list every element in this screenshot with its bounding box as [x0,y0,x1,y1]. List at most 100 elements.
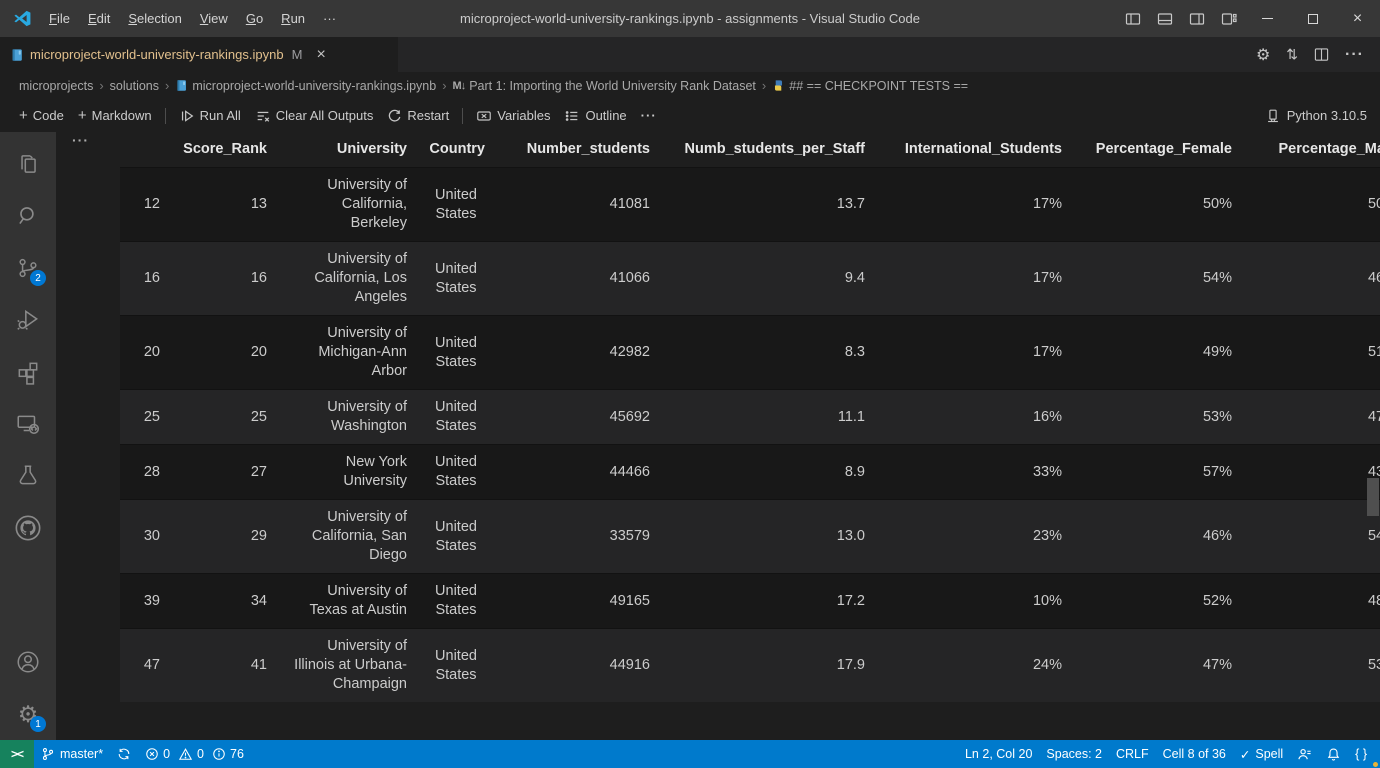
table-cell: 23% [1032,528,1062,544]
table-row: 25 25 University of Washington United State… [120,389,1380,445]
table-cell: 46% [1367,270,1380,286]
table-cell: 49% [1202,344,1232,360]
breadcrumb-file[interactable]: microproject-world-university-rankings.i… [175,79,436,93]
compare-changes-icon[interactable]: ⇅ [1286,46,1299,62]
github-icon[interactable] [0,502,56,554]
language-braces-item[interactable]: { } [1348,740,1378,768]
restart-kernel-button[interactable]: Restart [380,104,456,127]
breadcrumb-code-cell[interactable]: ## == CHECKPOINT TESTS == [772,79,968,93]
account-icon[interactable] [0,636,56,688]
run-all-button[interactable]: Run All [172,104,248,128]
table-cell: 17.9 [836,657,865,673]
menu-file[interactable]: File [49,11,70,26]
spell-check-item[interactable]: ✓ Spell [1239,747,1284,762]
source-control-icon[interactable]: 2 [0,242,56,294]
cell-more-actions-icon[interactable]: ··· [72,132,89,148]
variables-button[interactable]: Variables [469,104,557,128]
toggle-secondary-sidebar-icon[interactable] [1181,0,1213,37]
table-row: 12 13 University of California, Berkeley Un… [120,167,1380,242]
table-cell: 50% [1202,196,1232,212]
testing-icon[interactable] [0,450,56,502]
status-bar: >< master* 0 0 76 Ln [0,740,1380,768]
outline-button[interactable]: Outline [557,104,633,128]
menu-overflow[interactable]: ··· [323,11,337,26]
column-header: University [336,141,407,157]
error-icon [145,747,159,761]
table-cell: New York University [343,454,407,489]
eol-item[interactable]: CRLF [1116,747,1149,761]
table-cell: 47% [1202,657,1232,673]
source-control-badge: 2 [30,270,46,286]
toggle-primary-sidebar-icon[interactable] [1117,0,1149,37]
table-cell: 47 [143,657,160,673]
remote-indicator[interactable]: >< [0,740,35,768]
toolbar-more-icon[interactable]: ··· [640,108,657,123]
menu-selection[interactable]: Selection [128,11,182,26]
add-markdown-cell-button[interactable]: + Markdown [77,107,152,124]
close-window-button[interactable]: × [1352,9,1363,27]
clear-all-outputs-button[interactable]: Clear All Outputs [248,104,381,128]
customize-layout-icon[interactable] [1213,0,1245,37]
cursor-position-item[interactable]: Ln 2, Col 20 [964,747,1033,761]
breadcrumb-folder[interactable]: solutions [109,78,160,93]
feedback-item[interactable] [1290,740,1319,768]
split-editor-icon[interactable] [1314,47,1329,62]
tab-close-icon[interactable]: × [316,45,326,63]
menu-run[interactable]: Run [281,11,306,26]
tab-notebook[interactable]: microproject-world-university-rankings.i… [0,37,398,72]
breadcrumb-markdown-section[interactable]: M↓ Part 1: Importing the World Universit… [453,79,756,93]
toggle-panel-icon[interactable] [1149,0,1181,37]
column-header: Number_students [526,141,650,157]
info-icon [212,747,226,761]
explorer-icon[interactable] [0,138,56,190]
column-header: Percentage_Male [1278,141,1380,157]
git-branch-item[interactable]: master* [34,740,110,768]
vertical-scrollbar-thumb[interactable] [1367,478,1379,516]
table-cell: 8.3 [844,344,865,360]
problems-item[interactable]: 0 0 76 [138,740,251,768]
vscode-logo-icon [13,9,32,28]
menu-view[interactable]: View [199,11,228,26]
braces-icon: { } [1355,747,1367,761]
menu-go[interactable]: Go [245,11,264,26]
extensions-icon[interactable] [0,346,56,398]
tab-modified-badge: M [291,47,303,62]
indentation-item[interactable]: Spaces: 2 [1046,747,1102,761]
remote-explorer-icon[interactable] [0,398,56,450]
minimize-button[interactable] [1245,0,1290,37]
run-all-icon [179,108,195,124]
table-cell: 8.9 [844,463,865,480]
notebook-file-icon [10,48,24,62]
table-cell: 46% [1202,528,1232,544]
search-icon[interactable] [0,190,56,242]
column-header: Score_Rank [183,141,267,157]
more-actions-icon[interactable]: ··· [1345,45,1364,63]
run-and-debug-icon[interactable] [0,294,56,346]
kernel-picker[interactable]: Python 3.10.5 [1265,108,1380,124]
table-cell: 25 [143,408,160,425]
menu-bar: File Edit Selection View Go Run ··· [40,7,345,30]
clear-outputs-icon [255,108,271,124]
plus-icon: + [77,107,87,124]
settings-gear-icon[interactable]: ⚙ 1 [0,688,56,740]
breadcrumb-separator: › [99,78,104,93]
table-row: 47 41 University of Illinois at Urbana-Cha… [120,628,1380,702]
plus-icon: + [19,107,28,124]
bell-icon [1326,747,1341,762]
table-cell: 42982 [609,344,650,360]
branch-icon [41,747,55,761]
dataframe-output: Score_Rank University Country Number_stu… [56,132,1380,740]
notebook-file-icon [175,79,188,92]
cell-indicator-item[interactable]: Cell 8 of 36 [1162,747,1226,761]
maximize-button[interactable] [1290,0,1335,37]
sync-icon [117,747,131,761]
table-cell: 41081 [609,196,650,212]
table-cell: United States [435,334,477,370]
notebook-settings-gear-icon[interactable]: ⚙ [1255,46,1271,64]
menu-edit[interactable]: Edit [87,11,111,26]
settings-badge: 1 [30,716,46,732]
notifications-item[interactable] [1319,740,1348,768]
breadcrumb-folder[interactable]: microprojects [19,78,94,93]
sync-changes-item[interactable] [110,740,138,768]
add-code-cell-button[interactable]: + Code [19,107,64,124]
